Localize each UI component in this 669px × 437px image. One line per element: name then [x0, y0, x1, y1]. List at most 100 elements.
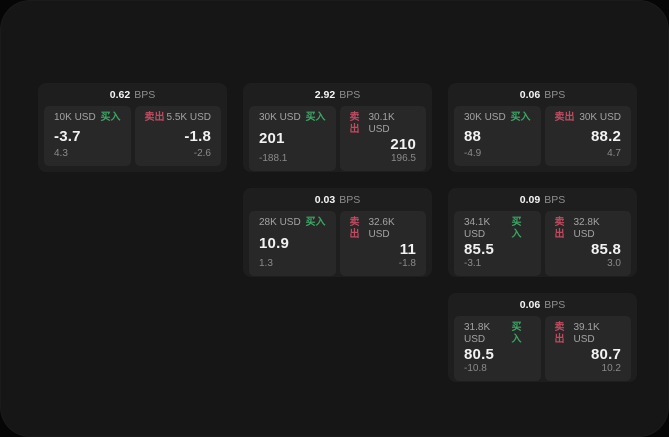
sell-price: 11: [399, 241, 416, 258]
sell-price: 85.8: [591, 241, 621, 258]
sell-side-label: 卖出: [144, 112, 165, 123]
quote-card: 0.03 BPS 28K USD 买入 10.9 1.3 卖出 32.6K US…: [243, 188, 432, 277]
buy-amount: 34.1K USD: [464, 217, 491, 240]
bps-unit: BPS: [134, 88, 156, 101]
buy-sub-value: -10.8: [464, 363, 487, 374]
quote-panels: 30K USD 买入 201 -188.1 卖出 30.1K USD 210 1…: [249, 106, 426, 171]
sell-sub-value: 196.5: [390, 153, 416, 164]
sell-quote-panel[interactable]: 卖出 32.6K USD 11 -1.8: [339, 211, 426, 276]
sell-price: -1.8: [184, 127, 211, 145]
sell-price: 210: [390, 136, 416, 153]
quote-card: 2.92 BPS 30K USD 买入 201 -188.1 卖出 30.1K …: [243, 83, 432, 172]
buy-price: 88: [464, 127, 482, 145]
sell-quote-panel[interactable]: 卖出 32.8K USD 85.8 3.0: [544, 211, 631, 276]
sell-sub-value: 4.7: [607, 148, 621, 159]
buy-price: -3.7: [54, 127, 81, 145]
sell-amount: 30.1K USD: [368, 112, 395, 135]
buy-price: 80.5: [464, 346, 494, 363]
buy-sub-value: 1.3: [259, 258, 273, 269]
buy-panel-header: 34.1K USD 买入: [464, 217, 531, 241]
buy-amount: 30K USD: [464, 112, 506, 123]
quote-card: 0.06 BPS 30K USD 买入 88 -4.9 卖出 30K USD: [448, 83, 637, 172]
quote-card-grid: 0.62 BPS 10K USD 买入 -3.7 4.3 卖出 5.5K USD: [38, 83, 637, 382]
buy-price: 10.9: [259, 235, 289, 252]
buy-panel-header: 10K USD 买入: [54, 112, 121, 124]
sell-side-label: 卖出: [554, 217, 565, 240]
buy-sub-value: 4.3: [54, 148, 68, 159]
quote-card: 0.06 BPS 31.8K USD 买入 80.5 -10.8 卖出 39.1…: [448, 293, 637, 382]
buy-price: 85.5: [464, 241, 494, 258]
bps-unit: BPS: [544, 88, 566, 101]
quote-panels: 31.8K USD 买入 80.5 -10.8 卖出 39.1K USD 80.…: [454, 316, 631, 381]
sell-quote-panel[interactable]: 卖出 30.1K USD 210 196.5: [339, 106, 426, 171]
sell-quote-panel[interactable]: 卖出 5.5K USD -1.8 -2.6: [134, 106, 221, 166]
sell-panel-header: 卖出 32.8K USD: [555, 217, 622, 241]
bps-header: 0.06 BPS: [454, 83, 631, 106]
bps-unit: BPS: [544, 298, 566, 311]
sell-sub-value: 10.2: [601, 363, 621, 374]
buy-side-label: 买入: [100, 112, 121, 123]
buy-panel-header: 30K USD 买入: [259, 112, 326, 124]
buy-quote-panel[interactable]: 28K USD 买入 10.9 1.3: [249, 211, 336, 276]
sell-panel-header: 卖出 32.6K USD: [350, 217, 417, 241]
quote-panels: 34.1K USD 买入 85.5 -3.1 卖出 32.8K USD 85.8…: [454, 211, 631, 276]
buy-side-label: 买入: [511, 217, 522, 240]
sell-price: 88.2: [591, 127, 621, 145]
sell-amount: 39.1K USD: [573, 322, 600, 345]
sell-sub-value: 3.0: [607, 258, 621, 269]
buy-amount: 28K USD: [259, 217, 301, 228]
bps-header: 0.03 BPS: [249, 188, 426, 211]
sell-amount: 30K USD: [579, 112, 621, 123]
buy-price: 201: [259, 130, 285, 147]
buy-quote-panel[interactable]: 30K USD 买入 201 -188.1: [249, 106, 336, 171]
quote-panels: 10K USD 买入 -3.7 4.3 卖出 5.5K USD -1.8 -2.…: [44, 106, 221, 166]
buy-panel-header: 28K USD 买入: [259, 217, 326, 229]
quote-card: 0.62 BPS 10K USD 买入 -3.7 4.3 卖出 5.5K USD: [38, 83, 227, 172]
buy-quote-panel[interactable]: 34.1K USD 买入 85.5 -3.1: [454, 211, 541, 276]
bps-value: 2.92: [314, 88, 336, 101]
buy-quote-panel[interactable]: 30K USD 买入 88 -4.9: [454, 106, 541, 166]
sell-sub-value: -2.6: [193, 148, 211, 159]
sell-side-label: 卖出: [349, 217, 360, 240]
sell-panel-header: 卖出 30K USD: [555, 112, 622, 124]
bps-header: 0.09 BPS: [454, 188, 631, 211]
bps-value: 0.62: [109, 88, 131, 101]
bps-unit: BPS: [544, 193, 566, 206]
bps-unit: BPS: [339, 88, 361, 101]
sell-side-label: 卖出: [349, 112, 360, 135]
buy-amount: 31.8K USD: [464, 322, 491, 345]
quote-panels: 28K USD 买入 10.9 1.3 卖出 32.6K USD 11 -1.8: [249, 211, 426, 276]
sell-amount: 32.8K USD: [573, 217, 600, 240]
bps-value: 0.06: [519, 298, 541, 311]
bps-value: 0.09: [519, 193, 541, 206]
bps-header: 0.62 BPS: [44, 83, 221, 106]
bps-value: 0.06: [519, 88, 541, 101]
buy-quote-panel[interactable]: 31.8K USD 买入 80.5 -10.8: [454, 316, 541, 381]
quote-card: 0.09 BPS 34.1K USD 买入 85.5 -3.1 卖出 32.8K…: [448, 188, 637, 277]
sell-sub-value: -1.8: [398, 258, 416, 269]
sell-quote-panel[interactable]: 卖出 30K USD 88.2 4.7: [544, 106, 631, 166]
sell-panel-header: 卖出 39.1K USD: [555, 322, 622, 346]
sell-panel-header: 卖出 5.5K USD: [145, 112, 212, 124]
buy-amount: 10K USD: [54, 112, 96, 123]
buy-side-label: 买入: [305, 217, 326, 228]
sell-side-label: 卖出: [554, 112, 575, 123]
bps-header: 2.92 BPS: [249, 83, 426, 106]
sell-quote-panel[interactable]: 卖出 39.1K USD 80.7 10.2: [544, 316, 631, 381]
buy-side-label: 买入: [510, 112, 531, 123]
sell-price: 80.7: [591, 346, 621, 363]
sell-amount: 5.5K USD: [166, 112, 211, 123]
buy-panel-header: 31.8K USD 买入: [464, 322, 531, 346]
bps-unit: BPS: [339, 193, 361, 206]
buy-sub-value: -3.1: [464, 258, 482, 269]
sell-amount: 32.6K USD: [368, 217, 395, 240]
buy-amount: 30K USD: [259, 112, 301, 123]
buy-quote-panel[interactable]: 10K USD 买入 -3.7 4.3: [44, 106, 131, 166]
buy-side-label: 买入: [511, 322, 522, 345]
bps-value: 0.03: [314, 193, 336, 206]
buy-sub-value: -188.1: [259, 153, 288, 164]
sell-panel-header: 卖出 30.1K USD: [350, 112, 417, 136]
sell-side-label: 卖出: [554, 322, 565, 345]
buy-panel-header: 30K USD 买入: [464, 112, 531, 124]
